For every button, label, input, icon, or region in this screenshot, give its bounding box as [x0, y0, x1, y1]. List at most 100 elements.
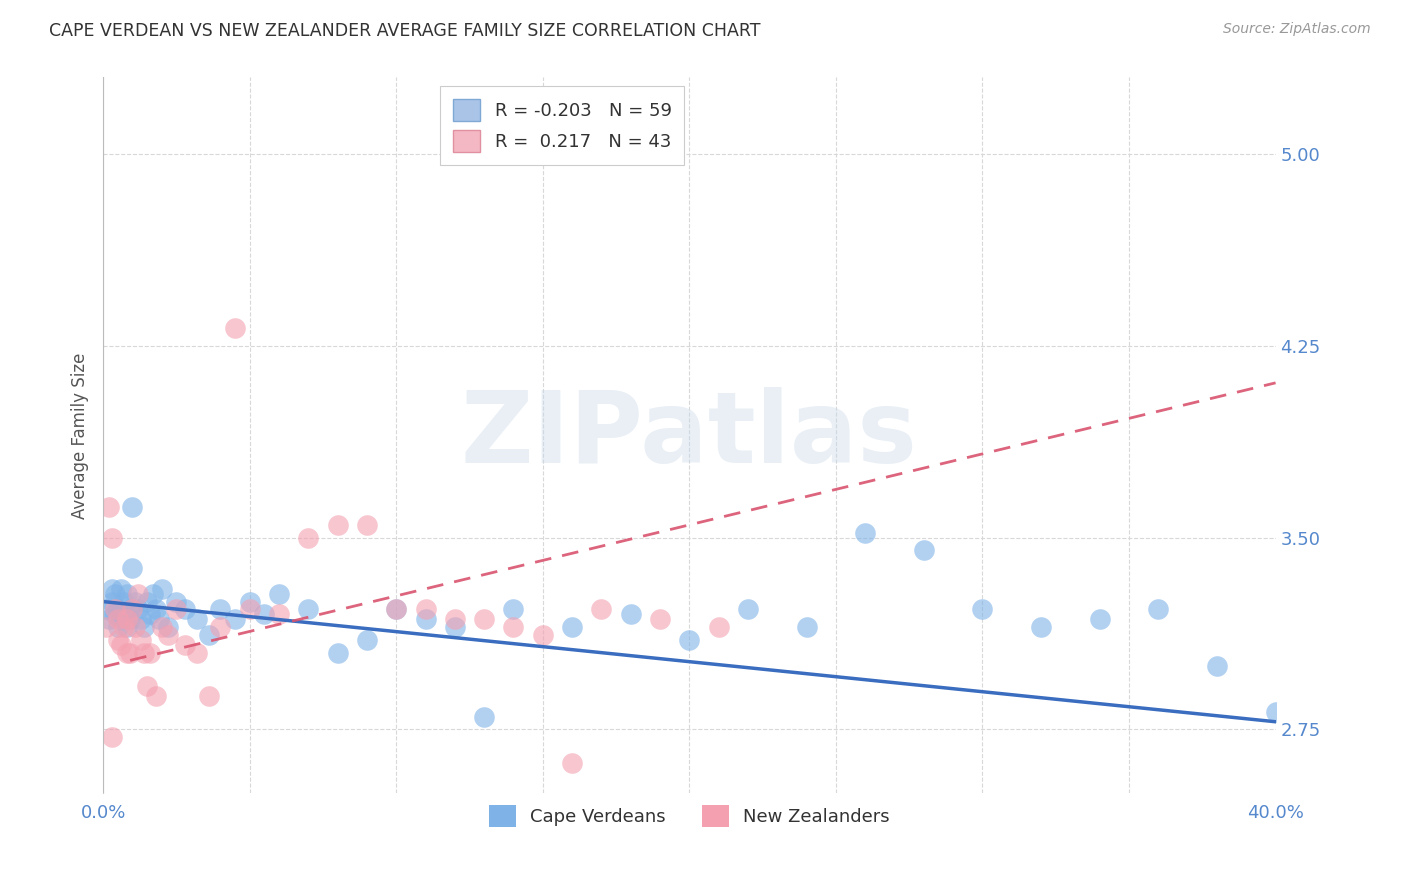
Cape Verdeans [115, 620, 138, 634]
Cape Verdeans [239, 594, 262, 608]
Cape Verdeans [853, 525, 876, 540]
New Zealanders [107, 612, 129, 626]
Cape Verdeans [267, 587, 290, 601]
Cape Verdeans [174, 602, 197, 616]
Cape Verdeans [139, 607, 162, 622]
New Zealanders [267, 607, 290, 622]
Cape Verdeans [326, 646, 349, 660]
New Zealanders [115, 646, 138, 660]
Cape Verdeans [127, 602, 149, 616]
New Zealanders [561, 756, 583, 770]
Cape Verdeans [415, 612, 437, 626]
New Zealanders [385, 602, 408, 616]
New Zealanders [197, 689, 219, 703]
New Zealanders [98, 500, 121, 514]
Cape Verdeans [129, 612, 152, 626]
Cape Verdeans [356, 632, 378, 647]
New Zealanders [224, 321, 246, 335]
New Zealanders [112, 620, 135, 634]
New Zealanders [297, 531, 319, 545]
New Zealanders [150, 620, 173, 634]
Cape Verdeans [112, 607, 135, 622]
Cape Verdeans [186, 612, 208, 626]
New Zealanders [104, 602, 127, 616]
New Zealanders [94, 620, 117, 634]
Cape Verdeans [107, 602, 129, 616]
Cape Verdeans [134, 620, 156, 634]
Cape Verdeans [121, 561, 143, 575]
Legend: Cape Verdeans, New Zealanders: Cape Verdeans, New Zealanders [481, 798, 897, 834]
Cape Verdeans [136, 594, 159, 608]
New Zealanders [156, 628, 179, 642]
Cape Verdeans [972, 602, 994, 616]
New Zealanders [239, 602, 262, 616]
New Zealanders [502, 620, 524, 634]
Cape Verdeans [101, 594, 124, 608]
Cape Verdeans [444, 620, 467, 634]
New Zealanders [107, 632, 129, 647]
Cape Verdeans [156, 620, 179, 634]
Cape Verdeans [112, 594, 135, 608]
Cape Verdeans [678, 632, 700, 647]
Cape Verdeans [502, 602, 524, 616]
New Zealanders [139, 646, 162, 660]
Cape Verdeans [148, 612, 170, 626]
New Zealanders [124, 620, 146, 634]
New Zealanders [165, 602, 187, 616]
New Zealanders [101, 730, 124, 744]
New Zealanders [707, 620, 730, 634]
Cape Verdeans [150, 582, 173, 596]
Cape Verdeans [197, 628, 219, 642]
New Zealanders [648, 612, 671, 626]
Cape Verdeans [209, 602, 232, 616]
New Zealanders [134, 646, 156, 660]
Cape Verdeans [472, 709, 495, 723]
Cape Verdeans [1088, 612, 1111, 626]
Cape Verdeans [145, 602, 167, 616]
New Zealanders [531, 628, 554, 642]
New Zealanders [415, 602, 437, 616]
Cape Verdeans [142, 587, 165, 601]
New Zealanders [174, 638, 197, 652]
Cape Verdeans [104, 607, 127, 622]
Cape Verdeans [101, 582, 124, 596]
New Zealanders [110, 638, 132, 652]
New Zealanders [186, 646, 208, 660]
Cape Verdeans [561, 620, 583, 634]
Cape Verdeans [107, 620, 129, 634]
Y-axis label: Average Family Size: Average Family Size [72, 352, 89, 518]
New Zealanders [129, 632, 152, 647]
Cape Verdeans [110, 582, 132, 596]
Cape Verdeans [1029, 620, 1052, 634]
Cape Verdeans [796, 620, 818, 634]
Cape Verdeans [1206, 658, 1229, 673]
New Zealanders [356, 517, 378, 532]
New Zealanders [121, 602, 143, 616]
Text: Source: ZipAtlas.com: Source: ZipAtlas.com [1223, 22, 1371, 37]
Cape Verdeans [121, 500, 143, 514]
Cape Verdeans [118, 612, 141, 626]
Cape Verdeans [620, 607, 643, 622]
Cape Verdeans [912, 543, 935, 558]
New Zealanders [591, 602, 613, 616]
New Zealanders [145, 689, 167, 703]
Cape Verdeans [224, 612, 246, 626]
New Zealanders [209, 620, 232, 634]
New Zealanders [118, 646, 141, 660]
Cape Verdeans [165, 594, 187, 608]
New Zealanders [136, 679, 159, 693]
Cape Verdeans [1147, 602, 1170, 616]
New Zealanders [127, 587, 149, 601]
New Zealanders [115, 612, 138, 626]
Cape Verdeans [94, 602, 117, 616]
Cape Verdeans [385, 602, 408, 616]
Cape Verdeans [124, 594, 146, 608]
Cape Verdeans [98, 612, 121, 626]
Cape Verdeans [104, 587, 127, 601]
Cape Verdeans [115, 587, 138, 601]
Text: ZIPatlas: ZIPatlas [461, 387, 918, 483]
Cape Verdeans [253, 607, 276, 622]
Text: CAPE VERDEAN VS NEW ZEALANDER AVERAGE FAMILY SIZE CORRELATION CHART: CAPE VERDEAN VS NEW ZEALANDER AVERAGE FA… [49, 22, 761, 40]
Cape Verdeans [118, 602, 141, 616]
New Zealanders [472, 612, 495, 626]
